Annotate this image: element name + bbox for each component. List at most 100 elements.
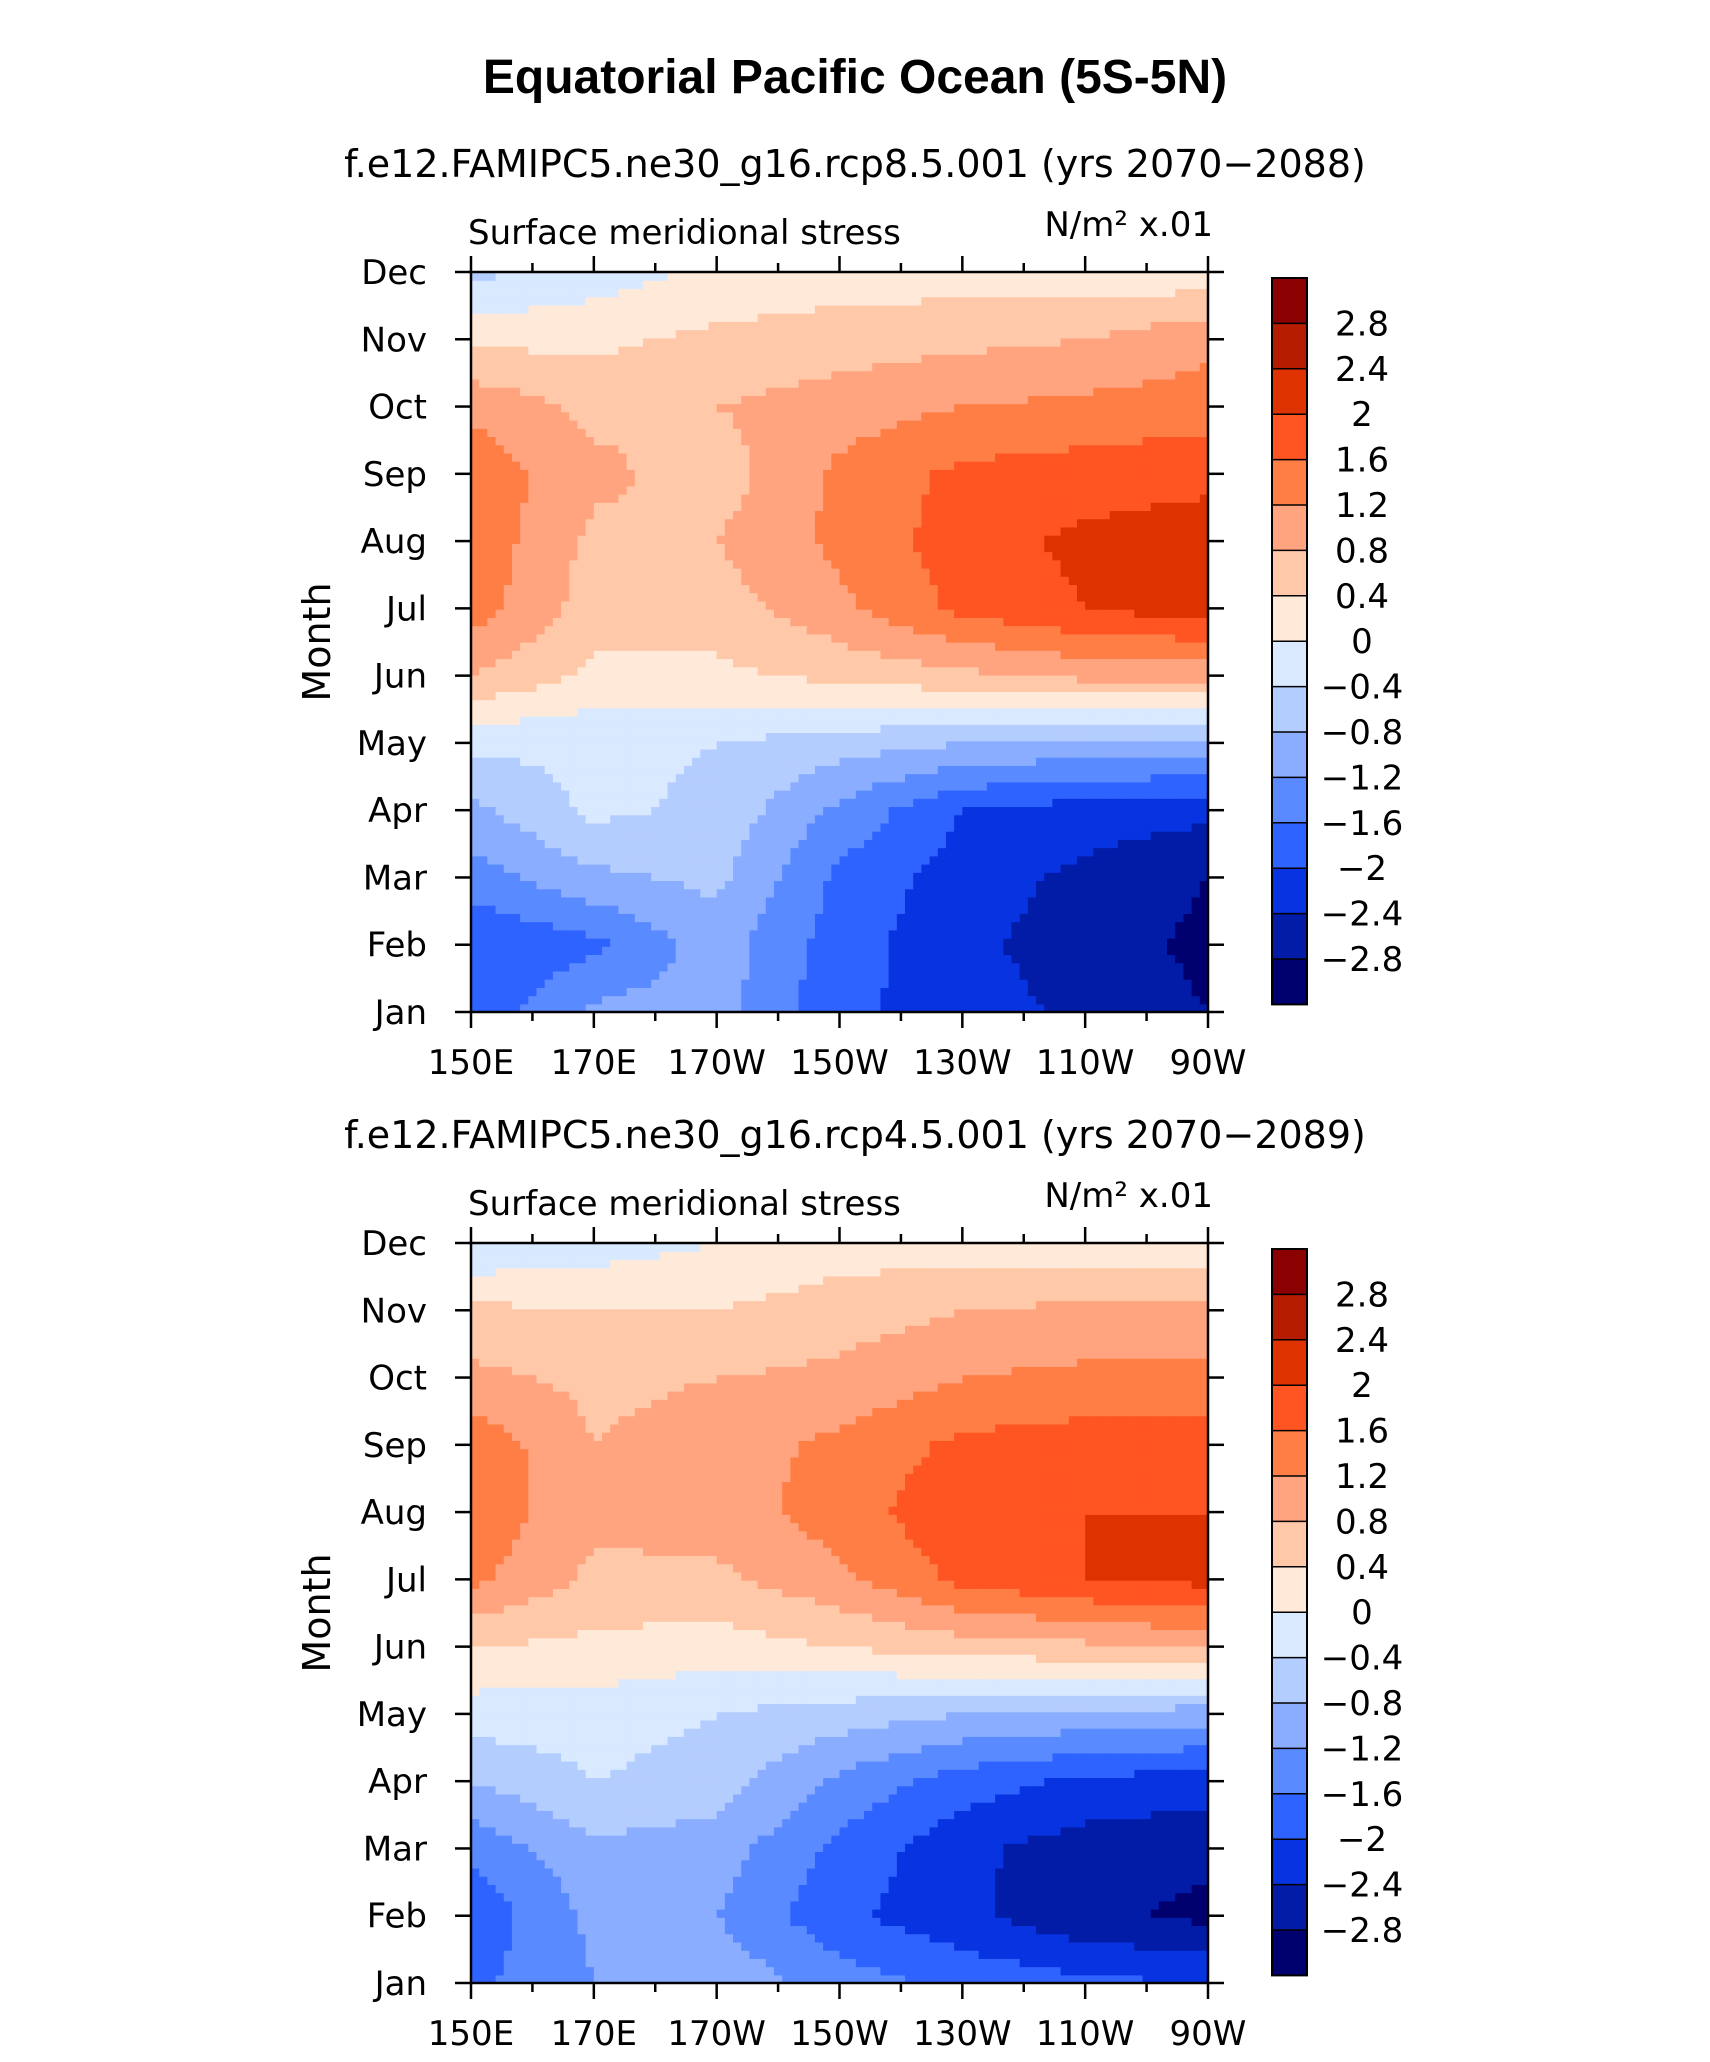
field-cell (593, 674, 603, 684)
field-cell (1199, 946, 1209, 956)
field-cell (593, 872, 603, 882)
field-cell (1027, 568, 1037, 577)
field-cell (520, 798, 529, 808)
field-cell (1052, 683, 1062, 692)
field-cell (1109, 609, 1119, 618)
field-cell (675, 822, 685, 832)
field-cell (806, 896, 816, 906)
field-cell (782, 946, 791, 956)
field-cell (970, 987, 980, 997)
field-cell (544, 913, 554, 923)
field-cell (569, 806, 579, 816)
field-cell (1183, 707, 1193, 717)
field-cell (626, 600, 636, 610)
field-cell (798, 633, 808, 643)
field-cell (487, 724, 497, 734)
field-cell (618, 839, 628, 849)
field-cell (618, 872, 628, 882)
field-cell (585, 568, 595, 577)
field-cell (577, 765, 587, 775)
field-cell (757, 888, 767, 898)
field-cell (921, 938, 931, 947)
field-cell (986, 707, 996, 717)
field-cell (1011, 1003, 1021, 1013)
field-cell (471, 831, 480, 840)
field-cell (659, 888, 669, 898)
field-cell (1126, 642, 1135, 651)
field-cell (888, 691, 898, 701)
field-cell (1183, 781, 1193, 791)
field-cell (945, 938, 955, 947)
field-cell (1093, 666, 1103, 676)
field-cell (888, 716, 898, 725)
field-cell (1142, 872, 1152, 882)
field-cell (1076, 740, 1086, 750)
field-cell (1060, 962, 1070, 972)
field-cell (585, 946, 595, 956)
field-cell (634, 938, 644, 947)
field-cell (1052, 592, 1062, 602)
field-cell (872, 880, 882, 890)
field-cell (692, 625, 701, 635)
field-cell (1126, 929, 1135, 939)
field-cell (896, 707, 906, 717)
field-cell (577, 576, 587, 586)
field-cell (692, 839, 701, 849)
field-cell (757, 929, 767, 939)
field-cell (1060, 674, 1070, 684)
field-cell (995, 584, 1004, 594)
field-cell (651, 757, 660, 766)
field-cell (823, 995, 832, 1005)
field-cell (1191, 666, 1201, 676)
field-cell (945, 855, 955, 865)
field-cell (986, 765, 996, 775)
field-cell (1076, 938, 1086, 947)
field-cell (495, 740, 505, 750)
field-cell (749, 765, 759, 775)
field-cell (839, 954, 849, 964)
field-cell (978, 790, 988, 799)
field-cell (1068, 658, 1078, 668)
field-cell (864, 872, 873, 882)
field-cell (798, 625, 808, 635)
field-cell (1134, 773, 1144, 783)
field-cell (1183, 822, 1193, 832)
field-cell (880, 962, 890, 972)
field-cell (741, 781, 751, 791)
field-cell (602, 773, 611, 783)
field-cell (1052, 831, 1062, 840)
field-cell (487, 938, 497, 947)
field-cell (864, 888, 873, 898)
field-cell (479, 970, 488, 980)
field-cell (511, 855, 521, 865)
field-cell (1060, 757, 1070, 766)
field-cell (757, 905, 767, 914)
field-cell (1052, 880, 1062, 890)
field-cell (1175, 757, 1185, 766)
field-cell (896, 872, 906, 882)
field-cell (602, 987, 611, 997)
field-cell (798, 773, 808, 783)
field-cell (1101, 970, 1111, 980)
field-cell (1036, 625, 1045, 635)
field-cell (798, 954, 808, 964)
field-cell (872, 946, 882, 956)
field-cell (716, 625, 726, 635)
field-cell (495, 625, 505, 635)
field-cell (814, 872, 824, 882)
field-cell (790, 987, 800, 997)
field-cell (896, 987, 906, 997)
field-cell (929, 822, 939, 832)
field-cell (872, 962, 882, 972)
field-cell (790, 888, 800, 898)
field-cell (1044, 962, 1054, 972)
field-cell (1183, 765, 1193, 775)
field-cell (1126, 691, 1135, 701)
field-cell (995, 724, 1004, 734)
field-cell (495, 773, 505, 783)
field-cell (1027, 864, 1037, 873)
field-cell (1150, 691, 1160, 701)
field-cell (610, 847, 619, 857)
field-cell (790, 970, 800, 980)
field-cell (806, 929, 816, 939)
